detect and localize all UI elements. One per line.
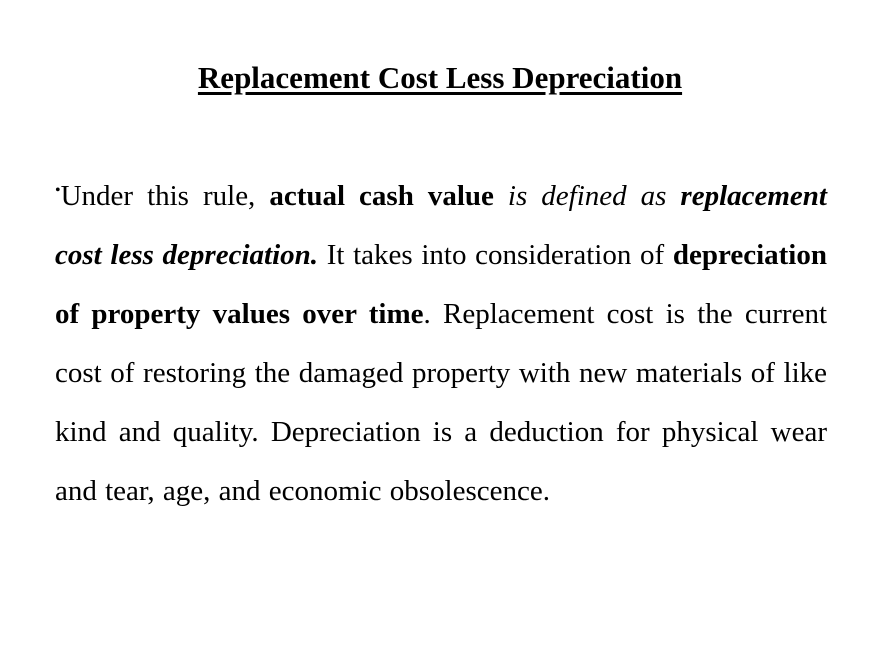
text-run: It takes into consideration of: [318, 238, 673, 271]
bullet-marker: •: [55, 181, 61, 199]
text-run: . Replacement cost is the current cost o…: [55, 297, 827, 507]
text-run: actual cash value: [269, 179, 494, 212]
text-run: replacement cost less depreciation.: [55, 179, 827, 271]
text-run: Under this rule,: [60, 179, 270, 212]
bullet-paragraph: •Under this rule, actual cash value is d…: [55, 167, 827, 521]
text-run: is defined as: [493, 179, 681, 212]
slide-title: Replacement Cost Less Depreciation: [197, 60, 683, 95]
text-run: depreciation of property values over tim…: [55, 238, 827, 330]
